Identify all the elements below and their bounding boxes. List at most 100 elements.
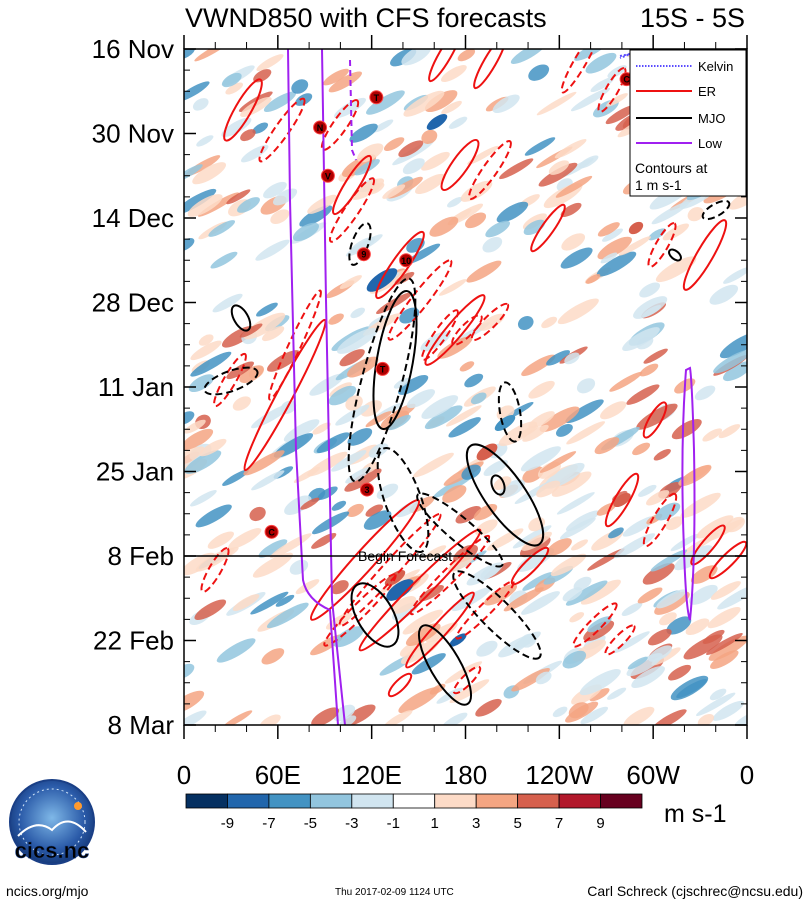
anomaly-patch (521, 591, 560, 615)
anomaly-patch (631, 666, 665, 689)
storm-label: T (380, 364, 386, 374)
storm-marker (356, 247, 371, 262)
colorbar-swatch (600, 793, 643, 809)
anomaly-peak (628, 221, 644, 235)
x-tick-label: 60E (255, 760, 301, 790)
anomaly-patch (266, 602, 309, 629)
anomaly-patch (485, 220, 510, 238)
mjo-contour (203, 366, 259, 396)
storm-label: T (374, 93, 380, 103)
anomaly-patch (483, 459, 508, 477)
anomaly-patch (212, 293, 243, 313)
storm-marker (359, 482, 374, 497)
anomaly-patch (557, 298, 599, 325)
anomaly-patch (470, 392, 487, 405)
anomaly-patch (455, 505, 482, 524)
anomaly-patch (406, 389, 436, 409)
anomaly-patch (476, 640, 498, 657)
anomaly-patch (239, 323, 263, 338)
anomaly-patch (393, 377, 410, 389)
anomaly-patch (725, 516, 745, 533)
anomaly-patch (421, 395, 459, 419)
anomaly-patch (448, 116, 468, 129)
er-contour (428, 49, 462, 83)
anomaly-patch (208, 220, 236, 237)
anomaly-patch (251, 470, 285, 491)
mjo-contour (668, 248, 682, 262)
anomaly-patch (528, 411, 555, 429)
anomaly-patch (255, 239, 290, 261)
er-contour (223, 78, 263, 142)
colorbar-label: 7 (555, 815, 563, 832)
anomaly-patch (587, 616, 612, 633)
anomaly-patch (192, 162, 227, 185)
anomaly-patch (565, 399, 604, 424)
anomaly-patch (613, 631, 650, 654)
colorbar-label: -5 (304, 815, 317, 832)
anomaly-patch (345, 234, 383, 257)
anomaly-patch (594, 437, 620, 455)
er-contour (572, 602, 618, 648)
storm-marker (369, 90, 384, 105)
er-contour (409, 534, 491, 616)
anomaly-patch (566, 421, 606, 445)
anomaly-peak (494, 414, 516, 432)
colorbar-swatch (309, 793, 353, 809)
anomaly-patch (184, 690, 205, 714)
anomaly-patch (382, 184, 406, 199)
y-tick-label: 30 Nov (92, 119, 174, 149)
x-tick-label: 0 (740, 760, 754, 790)
anomaly-patch (328, 385, 357, 406)
anomaly-patch (190, 351, 232, 377)
y-tick-label: 8 Feb (108, 541, 175, 571)
anomaly-patch (633, 296, 668, 319)
anomaly-patch (523, 219, 546, 236)
anomaly-patch (665, 516, 684, 531)
anomaly-patch (403, 90, 445, 117)
anomaly-patch (372, 119, 394, 133)
er-contour (387, 672, 413, 698)
anomaly-patch (580, 579, 621, 605)
anomaly-patch (424, 90, 458, 113)
anomaly-patch (350, 307, 365, 319)
anomaly-patch (283, 419, 320, 442)
anomaly-peak (613, 492, 631, 508)
anomaly-patch (696, 515, 734, 539)
anomaly-patch (555, 175, 593, 198)
anomaly-patch (546, 538, 572, 556)
anomaly-patch (252, 552, 293, 578)
anomaly-patch (259, 714, 281, 725)
anomaly-patch (548, 160, 570, 175)
anomaly-patch (728, 188, 747, 210)
anomaly-patch (618, 236, 652, 256)
anomaly-patch (184, 188, 217, 215)
anomaly-patch (222, 710, 253, 725)
anomaly-peak (449, 633, 467, 647)
anomaly-patch (256, 302, 278, 317)
x-tick-label: 120W (525, 760, 593, 790)
anomaly-patch (596, 251, 637, 277)
er-contour (468, 140, 512, 200)
er-contour (258, 97, 306, 163)
anomaly-patch (291, 79, 309, 94)
anomaly-patch (402, 158, 425, 175)
anomaly-patch (394, 271, 415, 285)
er-contour (604, 624, 636, 656)
anomaly-patch (354, 159, 380, 176)
y-tick-label: 25 Jan (96, 457, 174, 487)
colorbar-label: -1 (387, 815, 400, 832)
er-contour (642, 401, 668, 439)
anomaly-patch (401, 49, 431, 66)
logo-text: cics.nc (15, 838, 90, 863)
anomaly-patch (365, 504, 384, 517)
anomaly-patch (184, 428, 214, 451)
legend-contour-units: 1 m s-1 (635, 177, 682, 193)
anomaly-patch (687, 207, 704, 222)
anomaly-patch (184, 411, 195, 425)
anomaly-patch (709, 650, 739, 669)
anomaly-patch (249, 506, 266, 522)
er-contour (642, 492, 678, 548)
anomaly-patch (475, 698, 502, 717)
anomaly-patch (585, 52, 617, 74)
anomaly-patch (441, 100, 462, 115)
